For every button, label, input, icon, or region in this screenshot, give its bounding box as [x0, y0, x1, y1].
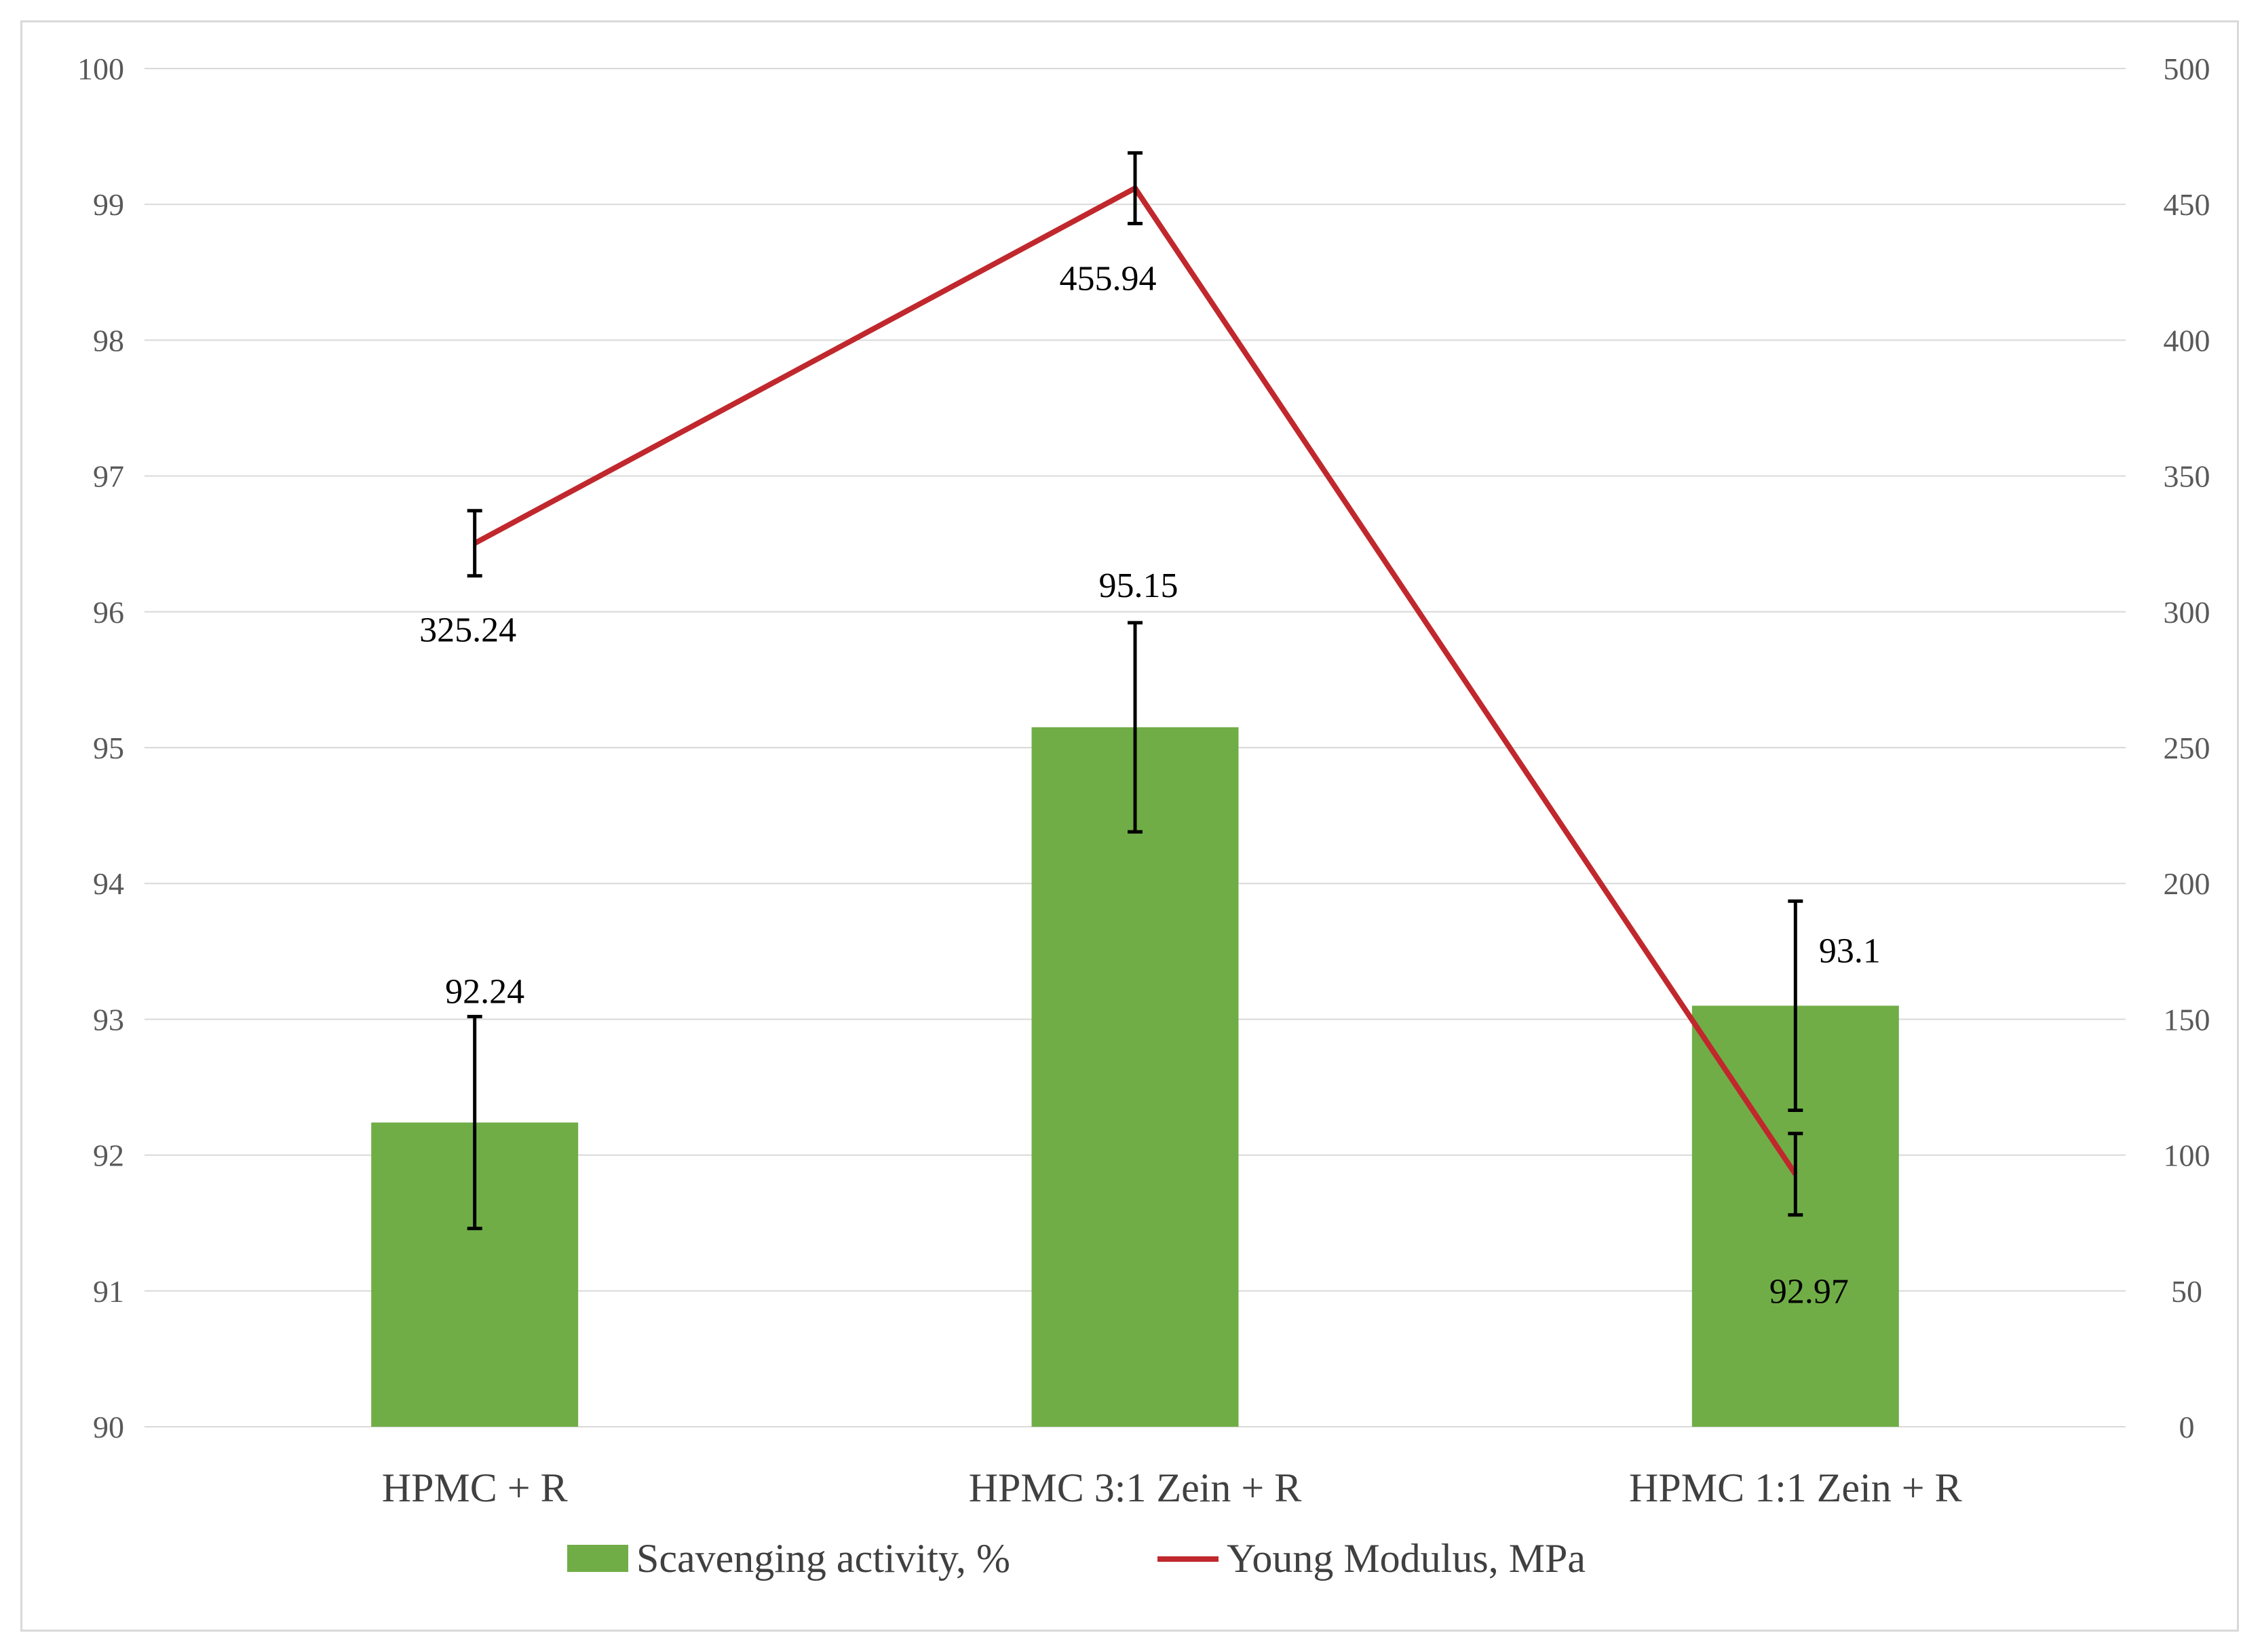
- right-tick-label: 500: [2164, 52, 2210, 86]
- left-tick-label: 92: [93, 1138, 124, 1173]
- right-tick-label: 100: [2164, 1138, 2210, 1173]
- left-tick-label: 99: [93, 187, 124, 222]
- left-axis-ticks: 90 91 92 93 94 95 96 97 98 99 100: [77, 52, 124, 1444]
- chart-frame: 90 91 92 93 94 95 96 97 98 99 100 0 50 100 150 200 250 3…: [20, 20, 2239, 1632]
- line-error-bars: [467, 151, 1803, 1217]
- line-data-label: 325.24: [419, 611, 516, 650]
- right-tick-label: 350: [2164, 459, 2210, 494]
- left-tick-label: 94: [93, 866, 124, 901]
- bar-data-label: 95.15: [1099, 566, 1178, 605]
- right-axis-ticks: 0 50 100 150 200 250 300 350 400 450 500: [2164, 52, 2210, 1444]
- legend-label-young-modulus: Young Modulus, MPa: [1227, 1536, 1586, 1581]
- category-label: HPMC 1:1 Zein + R: [1629, 1465, 1962, 1510]
- right-tick-label: 450: [2164, 187, 2210, 222]
- legend-label-scavenging: Scavenging activity, %: [636, 1536, 1010, 1581]
- category-label: HPMC 3:1 Zein + R: [969, 1465, 1302, 1510]
- right-tick-label: 200: [2164, 866, 2210, 901]
- right-tick-label: 0: [2179, 1410, 2195, 1444]
- left-tick-label: 90: [93, 1410, 124, 1444]
- data-labels: 92.24 95.15 93.1 325.24 455.94 92.97: [419, 259, 1881, 1311]
- legend: Scavenging activity, % Young Modulus, MP…: [567, 1536, 1586, 1581]
- right-tick-label: 50: [2171, 1274, 2202, 1309]
- combo-chart: 90 91 92 93 94 95 96 97 98 99 100 0 50 100 150 200 250 3…: [77, 52, 2210, 1581]
- left-tick-label: 93: [93, 1002, 124, 1037]
- right-tick-label: 300: [2164, 595, 2210, 630]
- left-tick-label: 97: [93, 459, 124, 494]
- legend-swatch-scavenging: [567, 1545, 628, 1572]
- left-tick-label: 95: [93, 731, 124, 765]
- left-tick-label: 98: [93, 323, 124, 358]
- left-tick-label: 96: [93, 595, 124, 630]
- right-tick-label: 400: [2164, 323, 2210, 358]
- line-data-label: 455.94: [1060, 259, 1157, 298]
- bar: [1031, 727, 1239, 1427]
- bar-data-label: 93.1: [1819, 931, 1881, 970]
- category-axis-labels: HPMC + R HPMC 3:1 Zein + R HPMC 1:1 Zein +…: [382, 1465, 1962, 1510]
- left-tick-label: 91: [93, 1274, 124, 1309]
- bar-data-label: 92.24: [445, 972, 524, 1011]
- line-data-label: 92.97: [1769, 1273, 1849, 1311]
- left-tick-label: 100: [77, 52, 124, 86]
- bar-error-bars: [467, 621, 1803, 1231]
- right-tick-label: 250: [2164, 731, 2210, 765]
- category-label: HPMC + R: [382, 1465, 568, 1510]
- right-tick-label: 150: [2164, 1002, 2210, 1037]
